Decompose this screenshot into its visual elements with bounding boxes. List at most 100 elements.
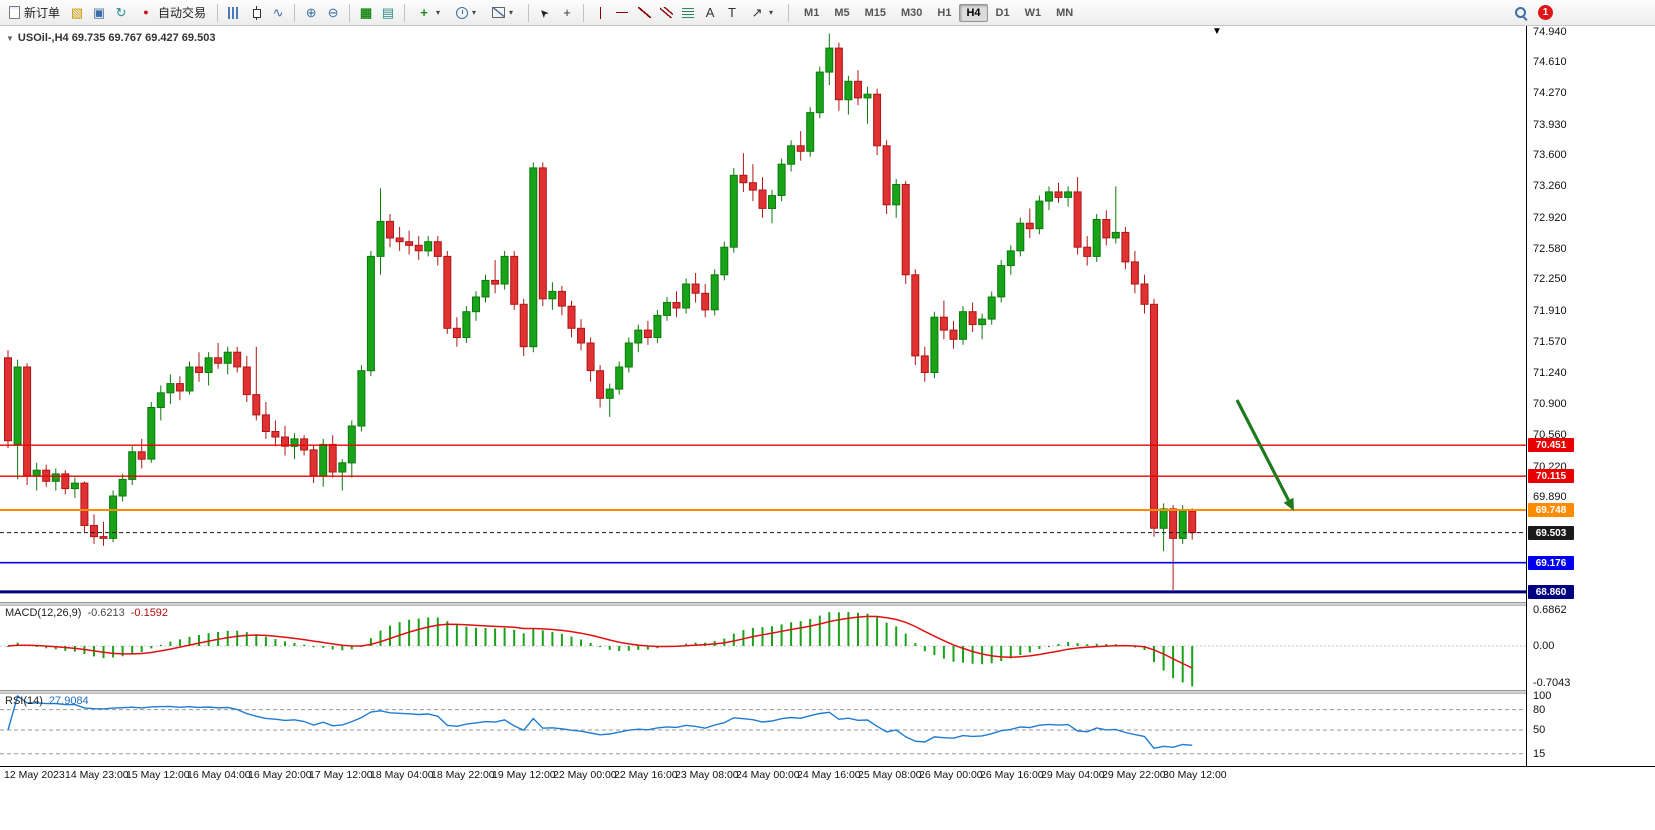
zoom-out-icon[interactable]: ⊖ bbox=[327, 5, 339, 20]
new-chart-icon[interactable]: ▧ bbox=[70, 5, 84, 20]
horizontal-line-tool-icon[interactable] bbox=[612, 4, 632, 22]
price-axis-label: 71.240 bbox=[1533, 367, 1567, 379]
time-axis-label: 16 May 20:00 bbox=[248, 769, 312, 781]
time-axis-label: 26 May 16:00 bbox=[980, 769, 1044, 781]
line-chart-icon[interactable]: ∿ bbox=[272, 5, 284, 20]
macd-name: MACD(12,26,9) bbox=[5, 607, 82, 619]
price-tag-69.176: 69.176 bbox=[1528, 556, 1574, 570]
trendline-tool-icon[interactable] bbox=[634, 4, 654, 22]
tf-h1-button[interactable]: H1 bbox=[930, 4, 958, 22]
chevron-down-icon: ▾ bbox=[472, 8, 477, 17]
time-axis-label: 19 May 12:00 bbox=[492, 769, 556, 781]
chart-window: ▼ USOil-,H4 69.735 69.767 69.427 69.503 … bbox=[0, 26, 1655, 830]
time-axis-label: 26 May 00:00 bbox=[919, 769, 983, 781]
toolbar-separator bbox=[788, 3, 790, 22]
chart-shift-icon[interactable]: ▼ bbox=[1212, 26, 1222, 37]
bar-chart-glyph bbox=[228, 6, 241, 19]
panel-splitter[interactable] bbox=[0, 602, 1655, 606]
time-axis[interactable]: 12 May 2023 14 May 23:00 15 May 12:00 16 Ma… bbox=[0, 769, 1526, 785]
cascade-windows-icon[interactable]: ▤ bbox=[381, 5, 395, 20]
time-axis-label: 29 May 22:00 bbox=[1102, 769, 1166, 781]
fibonacci-tool-icon[interactable] bbox=[678, 4, 698, 22]
indicators-icon: + bbox=[420, 5, 428, 20]
rsi-axis-label: 80 bbox=[1533, 704, 1546, 716]
indicators-button[interactable]: + ▾ bbox=[411, 2, 449, 24]
time-axis-line bbox=[0, 766, 1655, 767]
new-order-icon bbox=[9, 6, 20, 19]
time-axis-label: 24 May 16:00 bbox=[797, 769, 861, 781]
price-tag-69.503: 69.503 bbox=[1528, 526, 1574, 540]
auto-trading-label: 自动交易 bbox=[158, 6, 207, 20]
time-axis-label: 17 May 12:00 bbox=[309, 769, 373, 781]
toolbar-separator bbox=[583, 3, 585, 22]
text-tool-icon[interactable]: A bbox=[705, 5, 715, 20]
price-axis-label: 74.270 bbox=[1533, 87, 1567, 99]
tf-m5-button[interactable]: M5 bbox=[827, 4, 856, 22]
time-axis-label: 18 May 04:00 bbox=[370, 769, 434, 781]
timeframe-group: M1 M5 M15 M30 H1 H4 D1 W1 MN bbox=[797, 3, 1080, 22]
toolbar: 新订单 ▧ ▣ ↻ ● 自动交易 ∿ ⊕ ⊖ ▦ ▤ + ▾ ▾ ▾ ➤ + A… bbox=[0, 0, 1655, 26]
macd-axis-label: -0.7043 bbox=[1533, 677, 1571, 689]
horizontal-line-glyph bbox=[616, 12, 629, 13]
price-axis-label: 73.260 bbox=[1533, 180, 1567, 192]
price-axis-label: 72.920 bbox=[1533, 212, 1567, 224]
channel-glyph bbox=[659, 7, 673, 18]
price-axis-label: 69.890 bbox=[1533, 491, 1567, 503]
rsi-panel-surface[interactable] bbox=[0, 694, 1526, 766]
price-axis-label: 72.250 bbox=[1533, 273, 1567, 285]
drawn-arrow[interactable] bbox=[1235, 399, 1294, 511]
templates-button[interactable]: ▾ bbox=[487, 5, 522, 20]
tf-m15-button[interactable]: M15 bbox=[858, 4, 893, 22]
new-order-label: 新订单 bbox=[24, 6, 61, 20]
price-axis-label: 71.570 bbox=[1533, 336, 1567, 348]
fibonacci-glyph bbox=[682, 7, 695, 18]
time-axis-label: 15 May 12:00 bbox=[126, 769, 190, 781]
price-chart-surface[interactable] bbox=[0, 26, 1526, 602]
symbol-caret-icon[interactable]: ▼ bbox=[6, 33, 14, 43]
macd-label: MACD(12,26,9) -0.6213 -0.1592 bbox=[5, 607, 168, 619]
refresh-icon[interactable]: ↻ bbox=[115, 5, 127, 20]
macd-panel-surface[interactable] bbox=[0, 606, 1526, 690]
vertical-line-tool-icon[interactable] bbox=[590, 4, 610, 22]
zoom-in-icon[interactable]: ⊕ bbox=[305, 5, 317, 20]
search-icon[interactable] bbox=[1514, 6, 1528, 20]
notification-badge[interactable]: 1 bbox=[1538, 5, 1553, 20]
tf-w1-button[interactable]: W1 bbox=[1018, 4, 1049, 22]
chevron-down-icon: ▾ bbox=[436, 8, 441, 17]
macd-value-main: -0.6213 bbox=[87, 607, 125, 619]
tf-m30-button[interactable]: M30 bbox=[894, 4, 929, 22]
price-axis-label: 74.610 bbox=[1533, 56, 1567, 68]
tf-d1-button[interactable]: D1 bbox=[989, 4, 1017, 22]
price-axis[interactable]: 74.940 74.610 74.270 73.930 73.600 73.260 72.9… bbox=[1526, 26, 1655, 766]
rsi-axis-label: 15 bbox=[1533, 748, 1546, 760]
arrows-tool-button[interactable]: ↗ ▾ bbox=[744, 2, 782, 24]
panel-splitter[interactable] bbox=[0, 690, 1655, 694]
bar-chart-icon[interactable] bbox=[224, 4, 244, 22]
profiles-icon[interactable]: ▣ bbox=[92, 5, 106, 20]
tf-m1-button[interactable]: M1 bbox=[797, 4, 826, 22]
arrow-tool-icon: ↗ bbox=[751, 5, 763, 20]
toolbar-separator bbox=[217, 3, 219, 22]
auto-trading-button[interactable]: ● 自动交易 bbox=[133, 2, 211, 24]
time-axis-label: 18 May 22:00 bbox=[431, 769, 495, 781]
tile-windows-icon[interactable]: ▦ bbox=[359, 5, 373, 20]
time-axis-label: 23 May 08:00 bbox=[675, 769, 739, 781]
cursor-tool-icon[interactable]: ➤ bbox=[535, 4, 555, 22]
auto-trading-icon: ● bbox=[143, 7, 149, 17]
price-tag-68.860: 68.860 bbox=[1528, 585, 1574, 599]
periods-button[interactable]: ▾ bbox=[451, 5, 485, 21]
macd-value-signal: -0.1592 bbox=[130, 607, 169, 619]
new-order-button[interactable]: 新订单 bbox=[4, 2, 65, 23]
time-axis-label: 22 May 00:00 bbox=[553, 769, 617, 781]
crosshair-tool-icon[interactable]: + bbox=[563, 5, 571, 20]
rsi-label: RSI(14) 27.9084 bbox=[5, 695, 89, 707]
template-chart-icon bbox=[492, 7, 506, 18]
toolbar-separator bbox=[349, 3, 351, 22]
chevron-down-icon: ▾ bbox=[509, 8, 514, 17]
channel-tool-icon[interactable] bbox=[656, 4, 676, 22]
candlestick-icon[interactable] bbox=[246, 4, 266, 22]
price-tag-69.748: 69.748 bbox=[1528, 503, 1574, 517]
text-label-tool-icon[interactable]: T bbox=[728, 5, 736, 20]
tf-mn-button[interactable]: MN bbox=[1049, 4, 1080, 22]
tf-h4-button[interactable]: H4 bbox=[959, 3, 988, 22]
